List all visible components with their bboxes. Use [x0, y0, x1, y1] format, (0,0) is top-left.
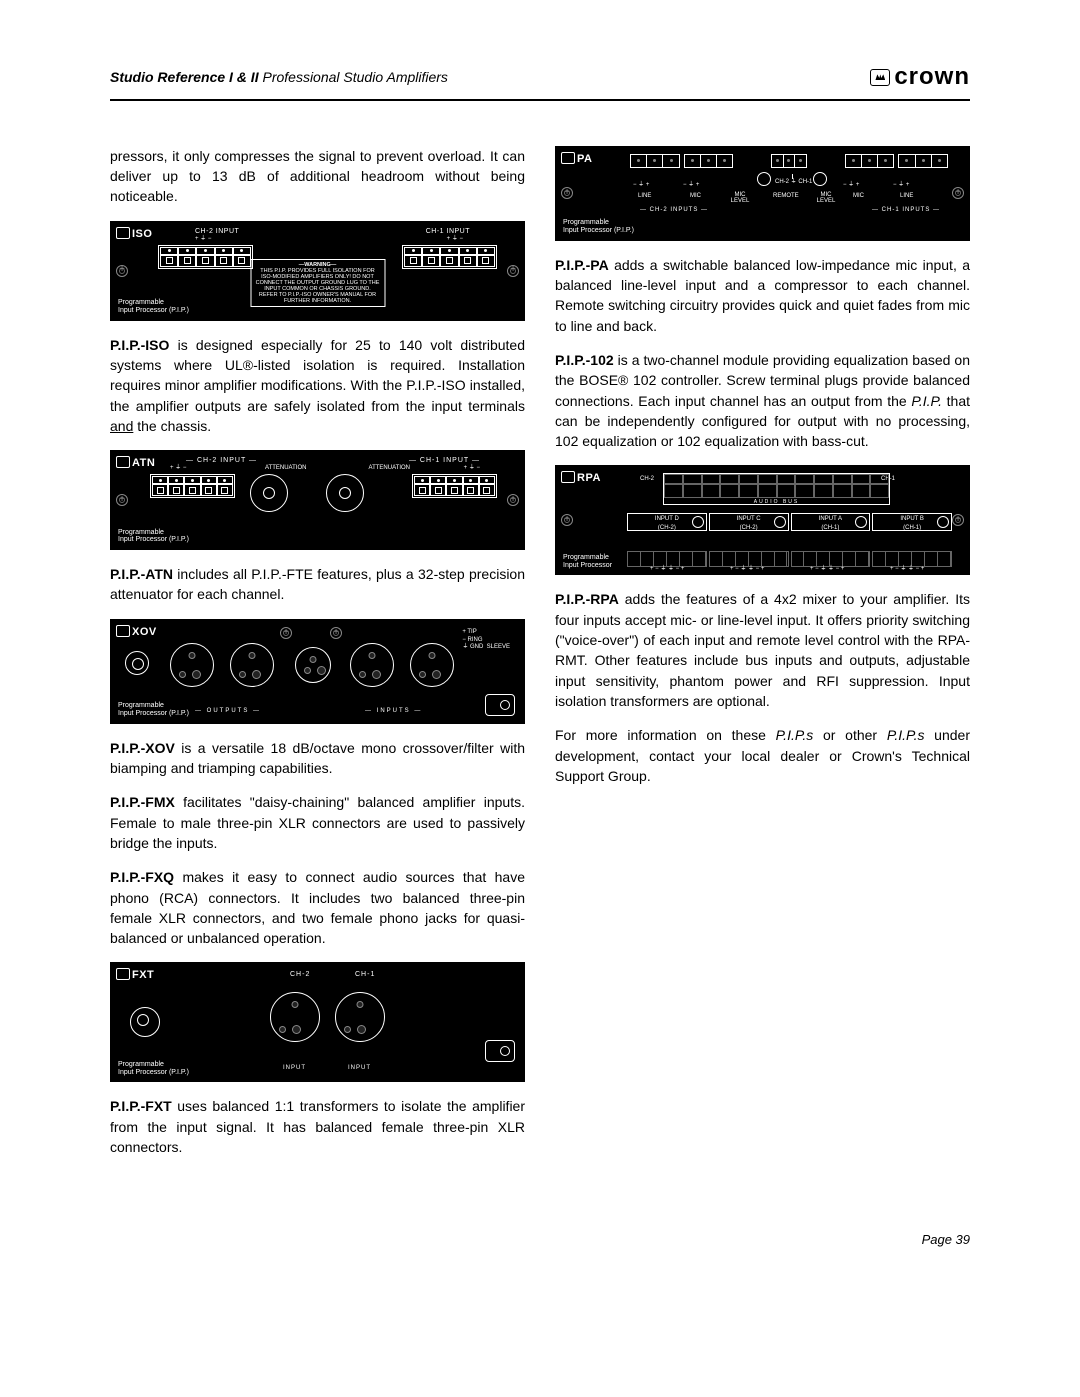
crown-icon — [116, 227, 130, 239]
fxq-para: P.I.P.-FXQ makes it easy to connect audi… — [110, 867, 525, 948]
level-knob — [937, 516, 949, 528]
pa-terminals — [630, 154, 948, 168]
xlr-input — [350, 643, 394, 687]
pip-label: Programmable Input Processor (P.I.P.) — [563, 219, 634, 234]
screw-icon — [561, 514, 573, 526]
mic-level-knob — [813, 172, 827, 186]
xlr-ch2 — [270, 992, 320, 1042]
crown-icon — [116, 625, 130, 637]
page-header: Studio Reference I & II Professional Stu… — [110, 60, 970, 101]
screw-icon — [507, 265, 519, 277]
ch1-terminals — [402, 245, 497, 269]
xlr-ch1 — [335, 992, 385, 1042]
xov-label: XOV — [132, 625, 157, 641]
level-knob — [692, 516, 704, 528]
iso-panel: ISO CH-2 INPUT CH-1 INPUT + ⏚ − + ⏚ − —W… — [110, 221, 525, 321]
ground-terminal — [485, 694, 515, 716]
screw-icon — [280, 627, 292, 639]
atn-panel: ATN — CH-2 INPUT — — CH-1 INPUT — + ⏚ − … — [110, 450, 525, 550]
screw-icon — [507, 494, 519, 506]
crown-icon — [561, 471, 575, 483]
crown-logo: crown — [870, 60, 970, 95]
pa-panel: PA − ⏚ + − ⏚ + − ⏚ + − ⏚ + CH-2 ⏚ CH-1 L… — [555, 146, 970, 241]
atn-ch2-terminals — [150, 474, 235, 498]
fmx-para: P.I.P.-FMX facilitates "daisy-chaining" … — [110, 792, 525, 853]
screw-icon — [116, 494, 128, 506]
warning-box: —WARNING— THIS P.I.P. PROVIDES FULL ISOL… — [250, 259, 385, 307]
xov-para: P.I.P.-XOV is a versatile 18 dB/octave m… — [110, 738, 525, 779]
screw-icon — [952, 187, 964, 199]
pa-para: P.I.P.-PA adds a switchable balanced low… — [555, 255, 970, 336]
column-right: PA − ⏚ + − ⏚ + − ⏚ + − ⏚ + CH-2 ⏚ CH-1 L… — [555, 146, 970, 1172]
pa-label: PA — [577, 152, 592, 168]
ground-terminal — [485, 1040, 515, 1062]
intro-para: pressors, it only compresses the signal … — [110, 146, 525, 207]
crown-icon — [116, 968, 130, 980]
rpa-inputs: INPUT D(CH-2) INPUT C(CH-2) INPUT A(CH-1… — [627, 513, 952, 531]
pip-label: Programmable Input Processor (P.I.P.) — [118, 702, 189, 717]
iso-para: P.I.P.-ISO is designed especially for 25… — [110, 335, 525, 436]
pip-label: Programmable Input Processor (P.I.P.) — [118, 299, 189, 314]
more-info-para: For more information on these P.I.P.s or… — [555, 725, 970, 786]
screw-icon — [952, 514, 964, 526]
attenuator-dial — [326, 474, 364, 512]
pip-label: Programmable Input Processor — [563, 554, 612, 569]
atn-ch1-terminals — [412, 474, 497, 498]
screw-icon — [561, 187, 573, 199]
p102-para: P.I.P.-102 is a two-channel module provi… — [555, 350, 970, 451]
column-left: pressors, it only compresses the signal … — [110, 146, 525, 1172]
screw-icon — [330, 627, 342, 639]
knob-small — [295, 647, 331, 683]
crown-icon — [561, 152, 575, 164]
attenuator-dial — [250, 474, 288, 512]
atn-para: P.I.P.-ATN includes all P.I.P.-FTE featu… — [110, 564, 525, 605]
pip-label: Programmable Input Processor (P.I.P.) — [118, 529, 189, 544]
rpa-top-terminals: AUDIO BUS — [663, 473, 890, 505]
header-title: Studio Reference I & II Professional Stu… — [110, 67, 448, 87]
content-columns: pressors, it only compresses the signal … — [110, 146, 970, 1172]
ch2-label: CH-2 — [290, 970, 310, 980]
knob — [125, 651, 149, 675]
atn-label: ATN — [132, 456, 155, 472]
fxt-label: FXT — [132, 968, 154, 984]
ch1-label: CH-1 — [355, 970, 375, 980]
knob — [130, 1007, 160, 1037]
screw-icon — [116, 265, 128, 277]
level-knob — [855, 516, 867, 528]
rpa-label: RPA — [577, 471, 601, 487]
ch2-terminals — [158, 245, 253, 269]
level-knob — [774, 516, 786, 528]
fxt-panel: FXT CH-2 CH-1 INPUT INPUT Programmable I… — [110, 962, 525, 1082]
rpa-para: P.I.P.-RPA adds the features of a 4x2 mi… — [555, 589, 970, 711]
mic-level-knob — [757, 172, 771, 186]
crown-icon — [116, 456, 130, 468]
pip-label: Programmable Input Processor (P.I.P.) — [118, 1061, 189, 1076]
rpa-panel: RPA CH-2 CH-1 AUDIO BUS INPUT D(CH-2) IN… — [555, 465, 970, 575]
iso-label: ISO — [132, 227, 152, 243]
crown-icon — [870, 69, 890, 86]
xlr-output — [230, 643, 274, 687]
fxt-para: P.I.P.-FXT uses balanced 1:1 transformer… — [110, 1096, 525, 1157]
page-footer: Page 39 — [110, 1231, 970, 1250]
xov-panel: XOV + TIP− RING⏚ GND SLEEVE — OUTPUTS — … — [110, 619, 525, 724]
xlr-output — [170, 643, 214, 687]
xlr-input — [410, 643, 454, 687]
